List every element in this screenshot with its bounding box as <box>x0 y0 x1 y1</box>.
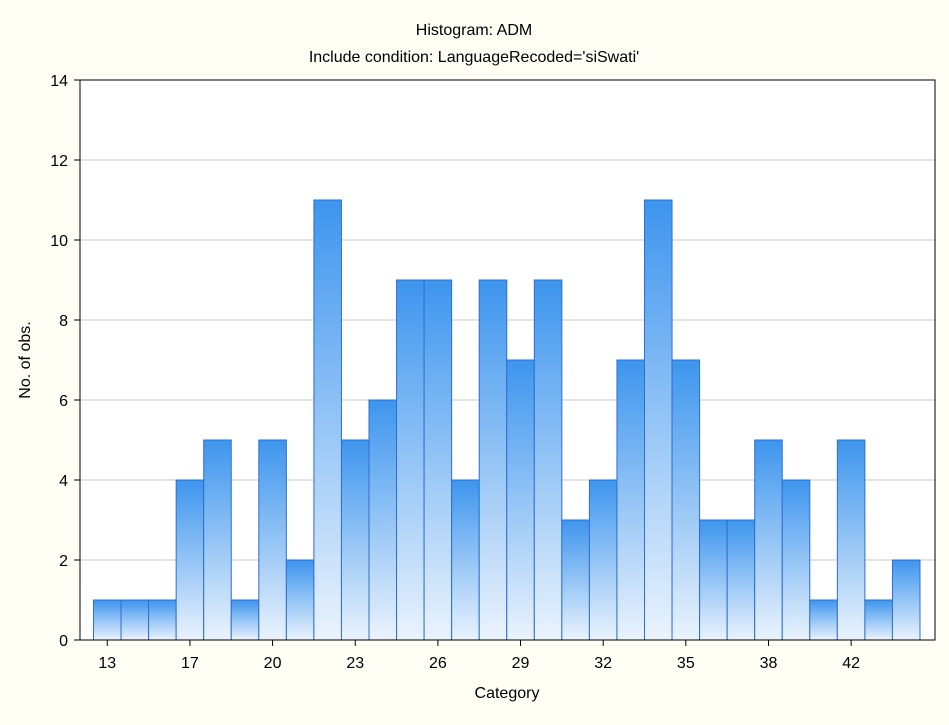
y-axis-label: No. of obs. <box>17 321 34 398</box>
histogram-bar <box>836 439 866 641</box>
plot-frame <box>79 79 936 641</box>
y-tick-label: 10 <box>50 233 68 250</box>
histogram-bar <box>93 599 122 641</box>
histogram-bar <box>340 439 370 641</box>
histogram-bar <box>891 559 921 641</box>
y-tick-label: 8 <box>59 313 68 330</box>
histogram-bar <box>561 519 590 641</box>
histogram-bar <box>258 439 287 641</box>
histogram-bar <box>396 279 425 641</box>
histogram-bar <box>644 199 673 641</box>
y-tick-label: 12 <box>50 153 68 170</box>
histogram-bar <box>588 479 618 641</box>
x-tick-label: 26 <box>429 655 447 672</box>
x-axis-label: Category <box>475 685 540 702</box>
histogram-bar <box>809 599 838 641</box>
y-tick-label: 6 <box>59 393 68 410</box>
x-tick-label: 13 <box>98 655 116 672</box>
histogram-bar <box>120 599 150 641</box>
x-tick-label: 35 <box>677 655 695 672</box>
x-tick-label: 17 <box>181 655 199 672</box>
histogram-bar <box>478 279 508 641</box>
histogram-bar <box>285 559 315 641</box>
y-axis: 0 2 4 6 8 10 12 14 <box>50 73 80 650</box>
x-tick-label: 20 <box>264 655 282 672</box>
y-tick-label: 14 <box>50 73 68 90</box>
chart-subtitle: Include condition: LanguageRecoded='siSw… <box>309 49 639 66</box>
histogram-bar <box>864 599 893 641</box>
chart-title: Histogram: ADM <box>416 22 532 39</box>
histogram-bar <box>699 519 728 641</box>
y-tick-label: 2 <box>59 553 68 570</box>
histogram-bar <box>781 479 811 641</box>
x-tick-label: 32 <box>594 655 612 672</box>
histogram-bar <box>726 519 756 641</box>
histogram-bar <box>506 359 535 641</box>
x-tick-label: 42 <box>842 655 860 672</box>
histogram-bar <box>313 199 342 641</box>
histogram-bar <box>203 439 232 641</box>
histogram-bar <box>230 599 260 641</box>
histogram-bar <box>671 359 701 641</box>
histogram-bar <box>175 479 205 641</box>
x-axis: 13 17 20 23 26 29 32 35 38 42 <box>98 640 860 672</box>
y-tick-label: 0 <box>59 633 68 650</box>
histogram-bar <box>451 479 480 641</box>
x-tick-label: 29 <box>512 655 530 672</box>
y-tick-label: 4 <box>59 473 68 490</box>
x-tick-label: 38 <box>760 655 778 672</box>
histogram-bar <box>368 399 398 641</box>
histogram-bar <box>148 599 177 641</box>
histogram-bar <box>533 279 563 641</box>
histogram-bar <box>616 359 646 641</box>
histogram-bar <box>423 279 453 641</box>
x-tick-label: 23 <box>346 655 364 672</box>
bars <box>93 199 921 641</box>
histogram-bar <box>754 439 783 641</box>
